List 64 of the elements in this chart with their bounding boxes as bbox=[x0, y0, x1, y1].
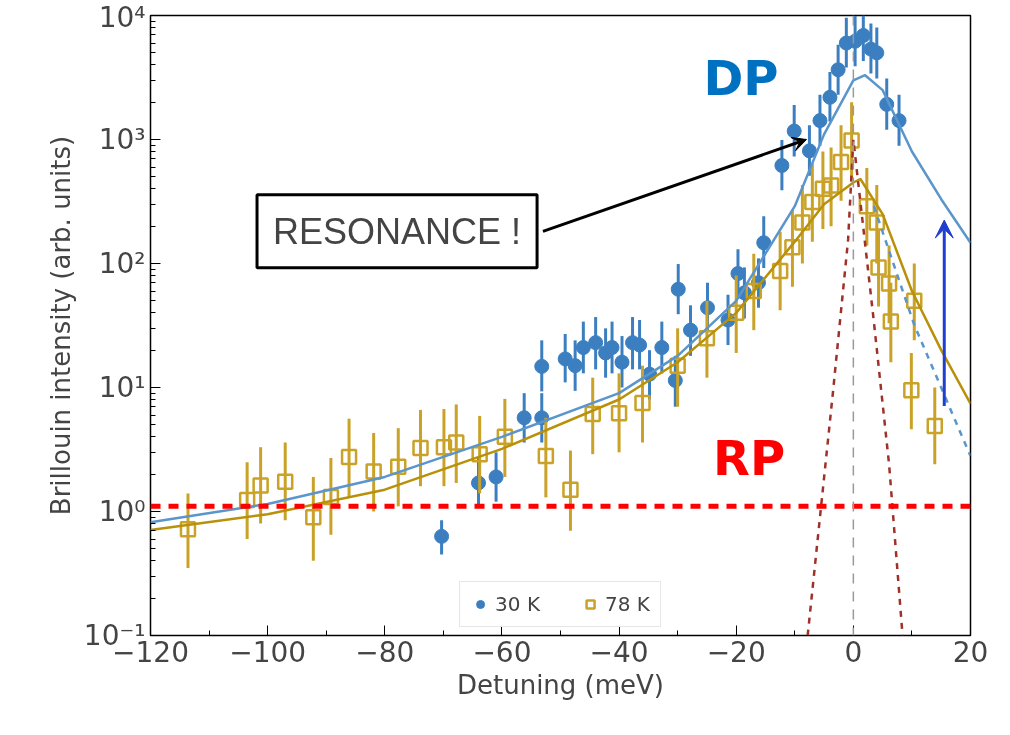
point bbox=[340, 448, 358, 466]
y-axis-title: Brillouin intensity (arb. units) bbox=[45, 135, 76, 516]
x-tick-label: 20 bbox=[952, 635, 989, 669]
point bbox=[534, 358, 550, 374]
x-tick-label: −40 bbox=[589, 635, 649, 669]
point bbox=[670, 281, 686, 297]
point bbox=[557, 351, 573, 367]
point bbox=[614, 354, 630, 370]
point bbox=[276, 473, 294, 490]
point bbox=[567, 358, 583, 374]
x-tick-label: −100 bbox=[229, 635, 307, 669]
point bbox=[814, 180, 832, 198]
point bbox=[634, 394, 651, 412]
point bbox=[730, 266, 746, 282]
point bbox=[434, 528, 450, 544]
annotation: DP bbox=[703, 49, 779, 106]
point bbox=[822, 89, 838, 105]
y-tick-label: 10³ bbox=[98, 123, 146, 156]
y-tick-label: 10⁰ bbox=[98, 495, 146, 528]
point bbox=[830, 62, 846, 78]
point bbox=[855, 28, 871, 43]
x-tick-label: −80 bbox=[355, 635, 415, 669]
line-series bbox=[150, 177, 971, 532]
point bbox=[774, 158, 790, 173]
ref-line-label: RP bbox=[713, 430, 786, 487]
point bbox=[179, 520, 197, 538]
point bbox=[575, 340, 591, 356]
y-tick-label: 10¹ bbox=[98, 371, 146, 404]
legend-label: 30 K bbox=[495, 592, 540, 616]
point bbox=[906, 292, 923, 310]
point bbox=[801, 143, 817, 159]
point bbox=[683, 322, 699, 338]
point bbox=[516, 410, 532, 426]
point bbox=[926, 417, 944, 435]
point bbox=[822, 177, 840, 194]
point bbox=[903, 382, 920, 399]
x-axis-title: Detuning (meV) bbox=[456, 669, 665, 700]
point bbox=[537, 447, 555, 465]
point bbox=[870, 259, 887, 276]
point bbox=[447, 434, 465, 451]
point bbox=[305, 508, 322, 526]
point bbox=[786, 123, 802, 139]
point bbox=[843, 132, 860, 149]
point bbox=[610, 404, 628, 422]
y-tick-label: 10⁴ bbox=[98, 0, 146, 34]
x-tick-label: −60 bbox=[472, 635, 532, 669]
legend-label: 78 K bbox=[605, 592, 650, 616]
point bbox=[654, 340, 670, 356]
x-tick-label: 0 bbox=[844, 635, 863, 669]
x-tick-label: −20 bbox=[706, 635, 766, 669]
point bbox=[562, 481, 579, 498]
point bbox=[756, 235, 772, 251]
point bbox=[488, 469, 504, 485]
point bbox=[588, 335, 604, 351]
y-tick-label: 10² bbox=[98, 247, 146, 280]
point bbox=[412, 439, 429, 457]
annotation: RESONANCE ! bbox=[273, 210, 522, 252]
point bbox=[832, 153, 850, 171]
point bbox=[804, 193, 821, 211]
point bbox=[882, 313, 900, 330]
point bbox=[632, 337, 648, 353]
point bbox=[252, 477, 269, 494]
point bbox=[880, 275, 898, 292]
point bbox=[812, 113, 828, 129]
